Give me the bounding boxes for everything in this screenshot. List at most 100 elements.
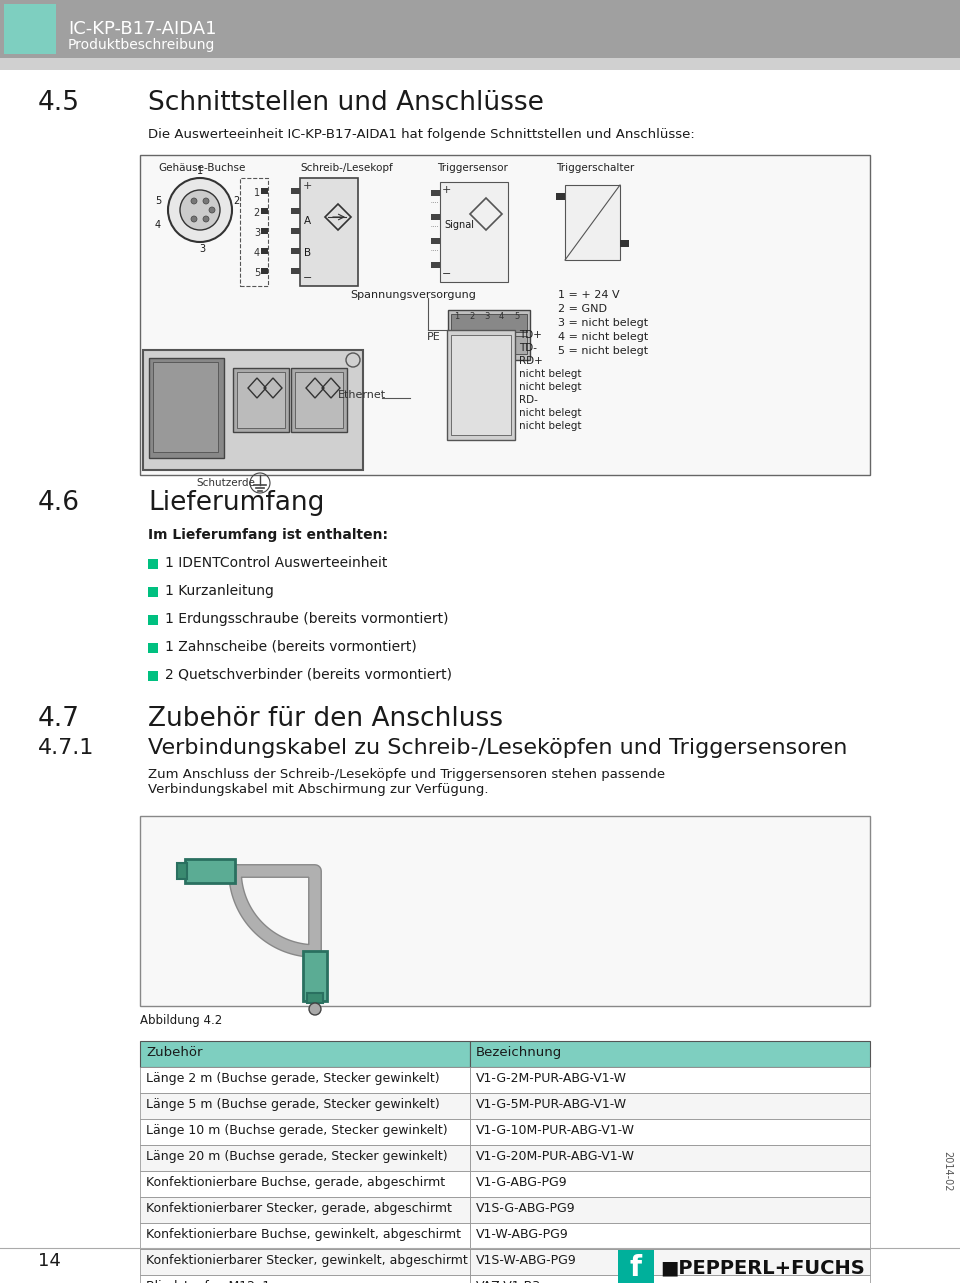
Bar	[620, 240, 629, 248]
Bar	[470, 1119, 870, 1144]
Text: V1-G-ABG-PG9: V1-G-ABG-PG9	[476, 1177, 567, 1189]
Bar	[148, 559, 158, 568]
Text: 4.7.1: 4.7.1	[38, 738, 94, 758]
Text: Abbildung 4.2: Abbildung 4.2	[140, 1014, 223, 1026]
Bar	[448, 310, 530, 361]
Text: 3: 3	[199, 244, 205, 254]
Text: V1-G-5M-PUR-ABG-V1-W: V1-G-5M-PUR-ABG-V1-W	[476, 1098, 627, 1111]
Text: RD-: RD-	[519, 395, 538, 405]
Bar	[0, 58, 960, 71]
Text: Triggerschalter: Triggerschalter	[556, 163, 635, 173]
Text: Im Lieferumfang ist enthalten:: Im Lieferumfang ist enthalten:	[148, 529, 388, 541]
Text: Länge 5 m (Buchse gerade, Stecker gewinkelt): Länge 5 m (Buchse gerade, Stecker gewink…	[146, 1098, 440, 1111]
Text: Produktbeschreibung: Produktbeschreibung	[68, 38, 215, 53]
Bar	[149, 358, 224, 458]
Text: Länge 2 m (Buchse gerade, Stecker gewinkelt): Länge 2 m (Buchse gerade, Stecker gewink…	[146, 1073, 440, 1085]
Text: ■PEPPERL+FUCHS: ■PEPPERL+FUCHS	[660, 1259, 865, 1278]
Text: Konfektionierbare Buchse, gewinkelt, abgeschirmt: Konfektionierbare Buchse, gewinkelt, abg…	[146, 1228, 461, 1241]
Circle shape	[203, 198, 209, 204]
Bar	[140, 1041, 470, 1067]
Bar	[148, 643, 158, 653]
Text: 1 Erdungsschraube (bereits vormontiert): 1 Erdungsschraube (bereits vormontiert)	[165, 612, 448, 626]
Circle shape	[209, 207, 215, 213]
Text: Schnittstellen und Anschlüsse: Schnittstellen und Anschlüsse	[148, 90, 544, 115]
Bar	[451, 314, 527, 332]
Bar	[185, 860, 235, 883]
Text: VAZ-V1-B3: VAZ-V1-B3	[476, 1280, 541, 1283]
Text: Länge 10 m (Buchse gerade, Stecker gewinkelt): Länge 10 m (Buchse gerade, Stecker gewin…	[146, 1124, 447, 1137]
Bar	[4, 4, 56, 54]
Bar	[470, 1248, 870, 1275]
Bar	[470, 1067, 870, 1093]
Text: Konfektionierbarer Stecker, gerade, abgeschirmt: Konfektionierbarer Stecker, gerade, abge…	[146, 1202, 452, 1215]
Text: 1 IDENTControl Auswerteeinheit: 1 IDENTControl Auswerteeinheit	[165, 556, 388, 570]
Bar	[431, 239, 440, 244]
Text: Zubehör für den Anschluss: Zubehör für den Anschluss	[148, 706, 503, 733]
Text: Triggersensor: Triggersensor	[437, 163, 508, 173]
Bar	[451, 336, 527, 354]
Text: 1: 1	[197, 166, 204, 176]
Text: nicht belegt: nicht belegt	[519, 408, 582, 418]
Text: Schreib-/Lesekopf: Schreib-/Lesekopf	[300, 163, 393, 173]
Text: 2: 2	[469, 312, 474, 321]
Bar	[470, 1223, 870, 1248]
Bar	[148, 671, 158, 681]
Circle shape	[191, 198, 197, 204]
Text: 1: 1	[454, 312, 459, 321]
Bar	[447, 330, 515, 440]
Bar	[431, 214, 440, 219]
Bar	[261, 228, 268, 234]
Text: 2014-02: 2014-02	[942, 1151, 952, 1191]
Bar	[140, 1119, 470, 1144]
Text: Spannungsversorgung: Spannungsversorgung	[350, 290, 476, 300]
Bar	[291, 208, 300, 214]
Circle shape	[180, 190, 220, 230]
Bar	[295, 372, 343, 429]
Bar	[291, 268, 300, 275]
Bar	[148, 615, 158, 625]
Bar	[291, 189, 300, 194]
Text: V1-G-2M-PUR-ABG-V1-W: V1-G-2M-PUR-ABG-V1-W	[476, 1073, 627, 1085]
Text: 5: 5	[155, 196, 161, 207]
Text: Signal: Signal	[444, 219, 474, 230]
Text: V1-W-ABG-PG9: V1-W-ABG-PG9	[476, 1228, 568, 1241]
Circle shape	[191, 216, 197, 222]
Bar	[148, 588, 158, 597]
Text: Lieferumfang: Lieferumfang	[148, 490, 324, 516]
Text: Zum Anschluss der Schreib-/Leseköpfe und Triggersensoren stehen passende
Verbind: Zum Anschluss der Schreib-/Leseköpfe und…	[148, 769, 665, 795]
Text: Schutzerde: Schutzerde	[196, 479, 254, 488]
Text: 4.6: 4.6	[38, 490, 80, 516]
Text: IC-KP-B17-AIDA1: IC-KP-B17-AIDA1	[68, 21, 217, 38]
Text: −: −	[303, 273, 312, 284]
Text: +: +	[303, 181, 312, 191]
Text: Zubehör: Zubehör	[146, 1046, 203, 1058]
Text: Die Auswerteeinheit IC-KP-B17-AIDA1 hat folgende Schnittstellen und Anschlüsse:: Die Auswerteeinheit IC-KP-B17-AIDA1 hat …	[148, 128, 695, 141]
Bar	[470, 1275, 870, 1283]
Text: 3: 3	[253, 228, 260, 239]
Text: 2: 2	[253, 208, 260, 218]
Text: 4: 4	[155, 219, 161, 230]
Text: 1: 1	[253, 189, 260, 198]
Circle shape	[309, 1003, 321, 1015]
Text: V1S-G-ABG-PG9: V1S-G-ABG-PG9	[476, 1202, 576, 1215]
Text: Verbindungskabel zu Schreib-/Leseköpfen und Triggersensoren: Verbindungskabel zu Schreib-/Leseköpfen …	[148, 738, 848, 758]
Text: 4 = nicht belegt: 4 = nicht belegt	[558, 332, 648, 343]
Text: nicht belegt: nicht belegt	[519, 421, 582, 431]
Text: 3 = nicht belegt: 3 = nicht belegt	[558, 318, 648, 328]
Bar	[233, 368, 289, 432]
Bar	[140, 1067, 470, 1093]
Bar	[470, 1144, 870, 1171]
Text: Länge 20 m (Buchse gerade, Stecker gewinkelt): Länge 20 m (Buchse gerade, Stecker gewin…	[146, 1150, 447, 1162]
Bar	[431, 190, 440, 196]
Bar	[261, 248, 268, 254]
Text: 1 Kurzanleitung: 1 Kurzanleitung	[165, 584, 274, 598]
Text: f: f	[630, 1253, 642, 1282]
Bar	[470, 1171, 870, 1197]
Text: 1 = + 24 V: 1 = + 24 V	[558, 290, 619, 300]
Bar	[143, 350, 363, 470]
Circle shape	[168, 178, 232, 242]
Bar	[140, 1197, 470, 1223]
Text: nicht belegt: nicht belegt	[519, 382, 582, 393]
Text: 1 Zahnscheibe (bereits vormontiert): 1 Zahnscheibe (bereits vormontiert)	[165, 640, 417, 654]
Text: 3: 3	[484, 312, 490, 321]
